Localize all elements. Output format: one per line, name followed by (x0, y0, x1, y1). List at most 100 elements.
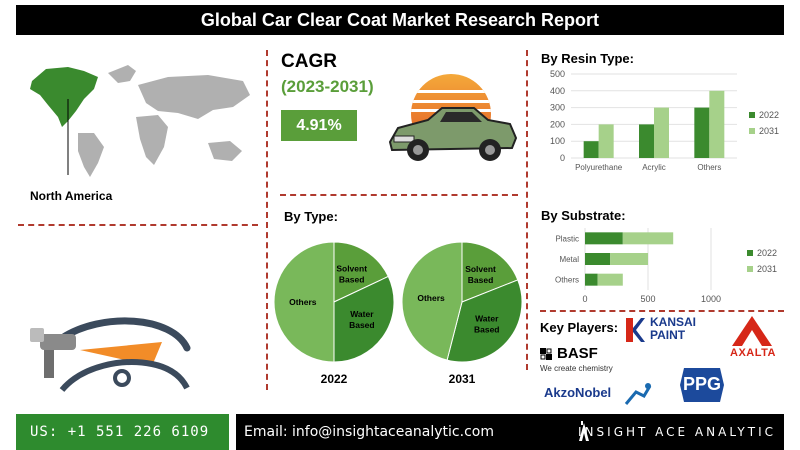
world-map (30, 65, 250, 177)
x-tick-label: Polyurethane (575, 163, 623, 172)
akzonobel-figure-icon (624, 383, 652, 405)
spray-car-icon (30, 317, 191, 393)
car-hubcap-icon (413, 145, 423, 155)
legend-label: 2031 (759, 126, 779, 136)
bar-2031 (610, 253, 648, 265)
y-tick-label: 400 (550, 86, 565, 96)
divider (540, 310, 784, 312)
x-tick-label: 500 (640, 294, 655, 304)
legend-swatch (749, 112, 755, 118)
car-outline-icon (59, 359, 190, 393)
car-headlight-icon (393, 135, 415, 143)
legend-swatch (747, 266, 753, 272)
slice-label: Others (289, 297, 317, 307)
y-tick-label: Plastic (555, 234, 579, 243)
resin-bar-chart: 0 100 200 300 400 500 Polyurethane Acrylic Other… (550, 69, 779, 172)
kansai-logo: KANSAI PAINT (624, 316, 716, 346)
bar-2022 (694, 107, 710, 158)
y-tick-label: 200 (550, 119, 565, 129)
y-tick-label: 500 (550, 69, 565, 79)
pie-slice (333, 241, 389, 303)
bar-2031 (597, 273, 623, 286)
slice-label: Water (350, 309, 374, 319)
axalta-a-icon (732, 316, 772, 346)
y-tick-label: 100 (550, 136, 565, 146)
x-tick-label: Others (697, 163, 721, 172)
slice-label: Based (474, 324, 500, 334)
substrate-bar-chart: 0 500 1000 Plastic Metal Others 2022 2031 (555, 228, 777, 304)
legend-swatch (747, 250, 753, 256)
ppg-logo: PPG (678, 366, 726, 404)
pie-slice (461, 241, 519, 303)
bar-2031 (709, 90, 725, 158)
bar-2022 (585, 273, 598, 286)
bar-2022 (585, 232, 623, 245)
legend-label: 2031 (757, 264, 777, 274)
pie-slice (446, 279, 523, 363)
kansai-wordmark: KANSAI PAINT (650, 315, 697, 342)
slice-label: Based (339, 275, 365, 285)
slice-label: Water (475, 313, 499, 323)
type-chart-title: By Type: (284, 209, 338, 224)
bar-2031 (622, 232, 674, 245)
spray-gun-cup-icon (30, 328, 44, 342)
kansai-k-icon (626, 318, 645, 342)
slice-label: Solvent (336, 264, 367, 274)
cagr-period: (2023-2031) (281, 77, 374, 96)
divider (266, 50, 268, 390)
pie-slice (333, 275, 395, 363)
slice-label: Others (417, 293, 445, 303)
akzonobel-logo: AkzoNobel (544, 382, 664, 406)
basf-square-icon (540, 348, 552, 360)
type-pie-charts: SolventBasedWaterBasedOthers2022SolventB… (273, 241, 523, 386)
email-contact[interactable]: Email: info@insightaceanalytic.com (244, 424, 494, 440)
axalta-wordmark: AXALTA (730, 347, 776, 359)
insight-ace-icon (579, 421, 589, 441)
axalta-logo: AXALTA (722, 316, 784, 362)
x-tick-label: Acrylic (642, 163, 666, 172)
car-body-icon (388, 107, 518, 152)
y-tick-label: 300 (550, 103, 565, 113)
basf-wordmark: BASF (557, 345, 598, 362)
bar-2022 (583, 141, 599, 158)
bar-2022 (639, 124, 654, 158)
bar-2022 (585, 253, 611, 265)
bar-2031 (598, 124, 614, 158)
pie-year-label: 2031 (449, 372, 476, 386)
slice-label: Based (349, 320, 375, 330)
legend-label: 2022 (759, 110, 779, 120)
y-tick-label: 0 (560, 153, 565, 163)
phone-contact[interactable]: US: +1 551 226 6109 (16, 414, 229, 450)
legend-swatch (749, 128, 755, 134)
wheel-icon (113, 369, 131, 387)
pie-slice (273, 241, 335, 363)
world-map-continents (78, 65, 250, 177)
bar-2031 (654, 107, 669, 158)
slice-label: Based (468, 275, 494, 285)
cagr-title: CAGR (281, 51, 337, 72)
cagr-value: 4.91% (281, 110, 357, 141)
ppg-hexagon-icon (680, 368, 724, 402)
y-tick-label: Metal (559, 255, 579, 264)
basf-logo: BASF We create chemistry (540, 346, 620, 374)
page-title: Global Car Clear Coat Market Research Re… (16, 5, 784, 35)
y-tick-label: Others (555, 276, 579, 285)
resin-chart-title: By Resin Type: (541, 51, 634, 66)
basf-tagline: We create chemistry (540, 364, 613, 373)
brand-name: INSIGHT ACE ANALYTIC (578, 425, 776, 439)
pie-year-label: 2022 (321, 372, 348, 386)
region-label: North America (30, 189, 113, 203)
x-tick-label: 0 (582, 294, 587, 304)
akzonobel-wordmark: AkzoNobel (544, 385, 612, 400)
substrate-chart-title: By Substrate: (541, 208, 626, 223)
legend-label: 2022 (757, 248, 777, 258)
key-players-title: Key Players: (540, 320, 619, 335)
spray-gun-handle-icon (44, 350, 54, 378)
x-tick-label: 1000 (701, 294, 721, 304)
car-hubcap-icon (485, 145, 495, 155)
swoosh-icon (58, 317, 191, 352)
car-illustration (388, 74, 518, 161)
slice-label: Solvent (465, 264, 496, 274)
divider (280, 194, 518, 196)
divider (526, 50, 528, 370)
